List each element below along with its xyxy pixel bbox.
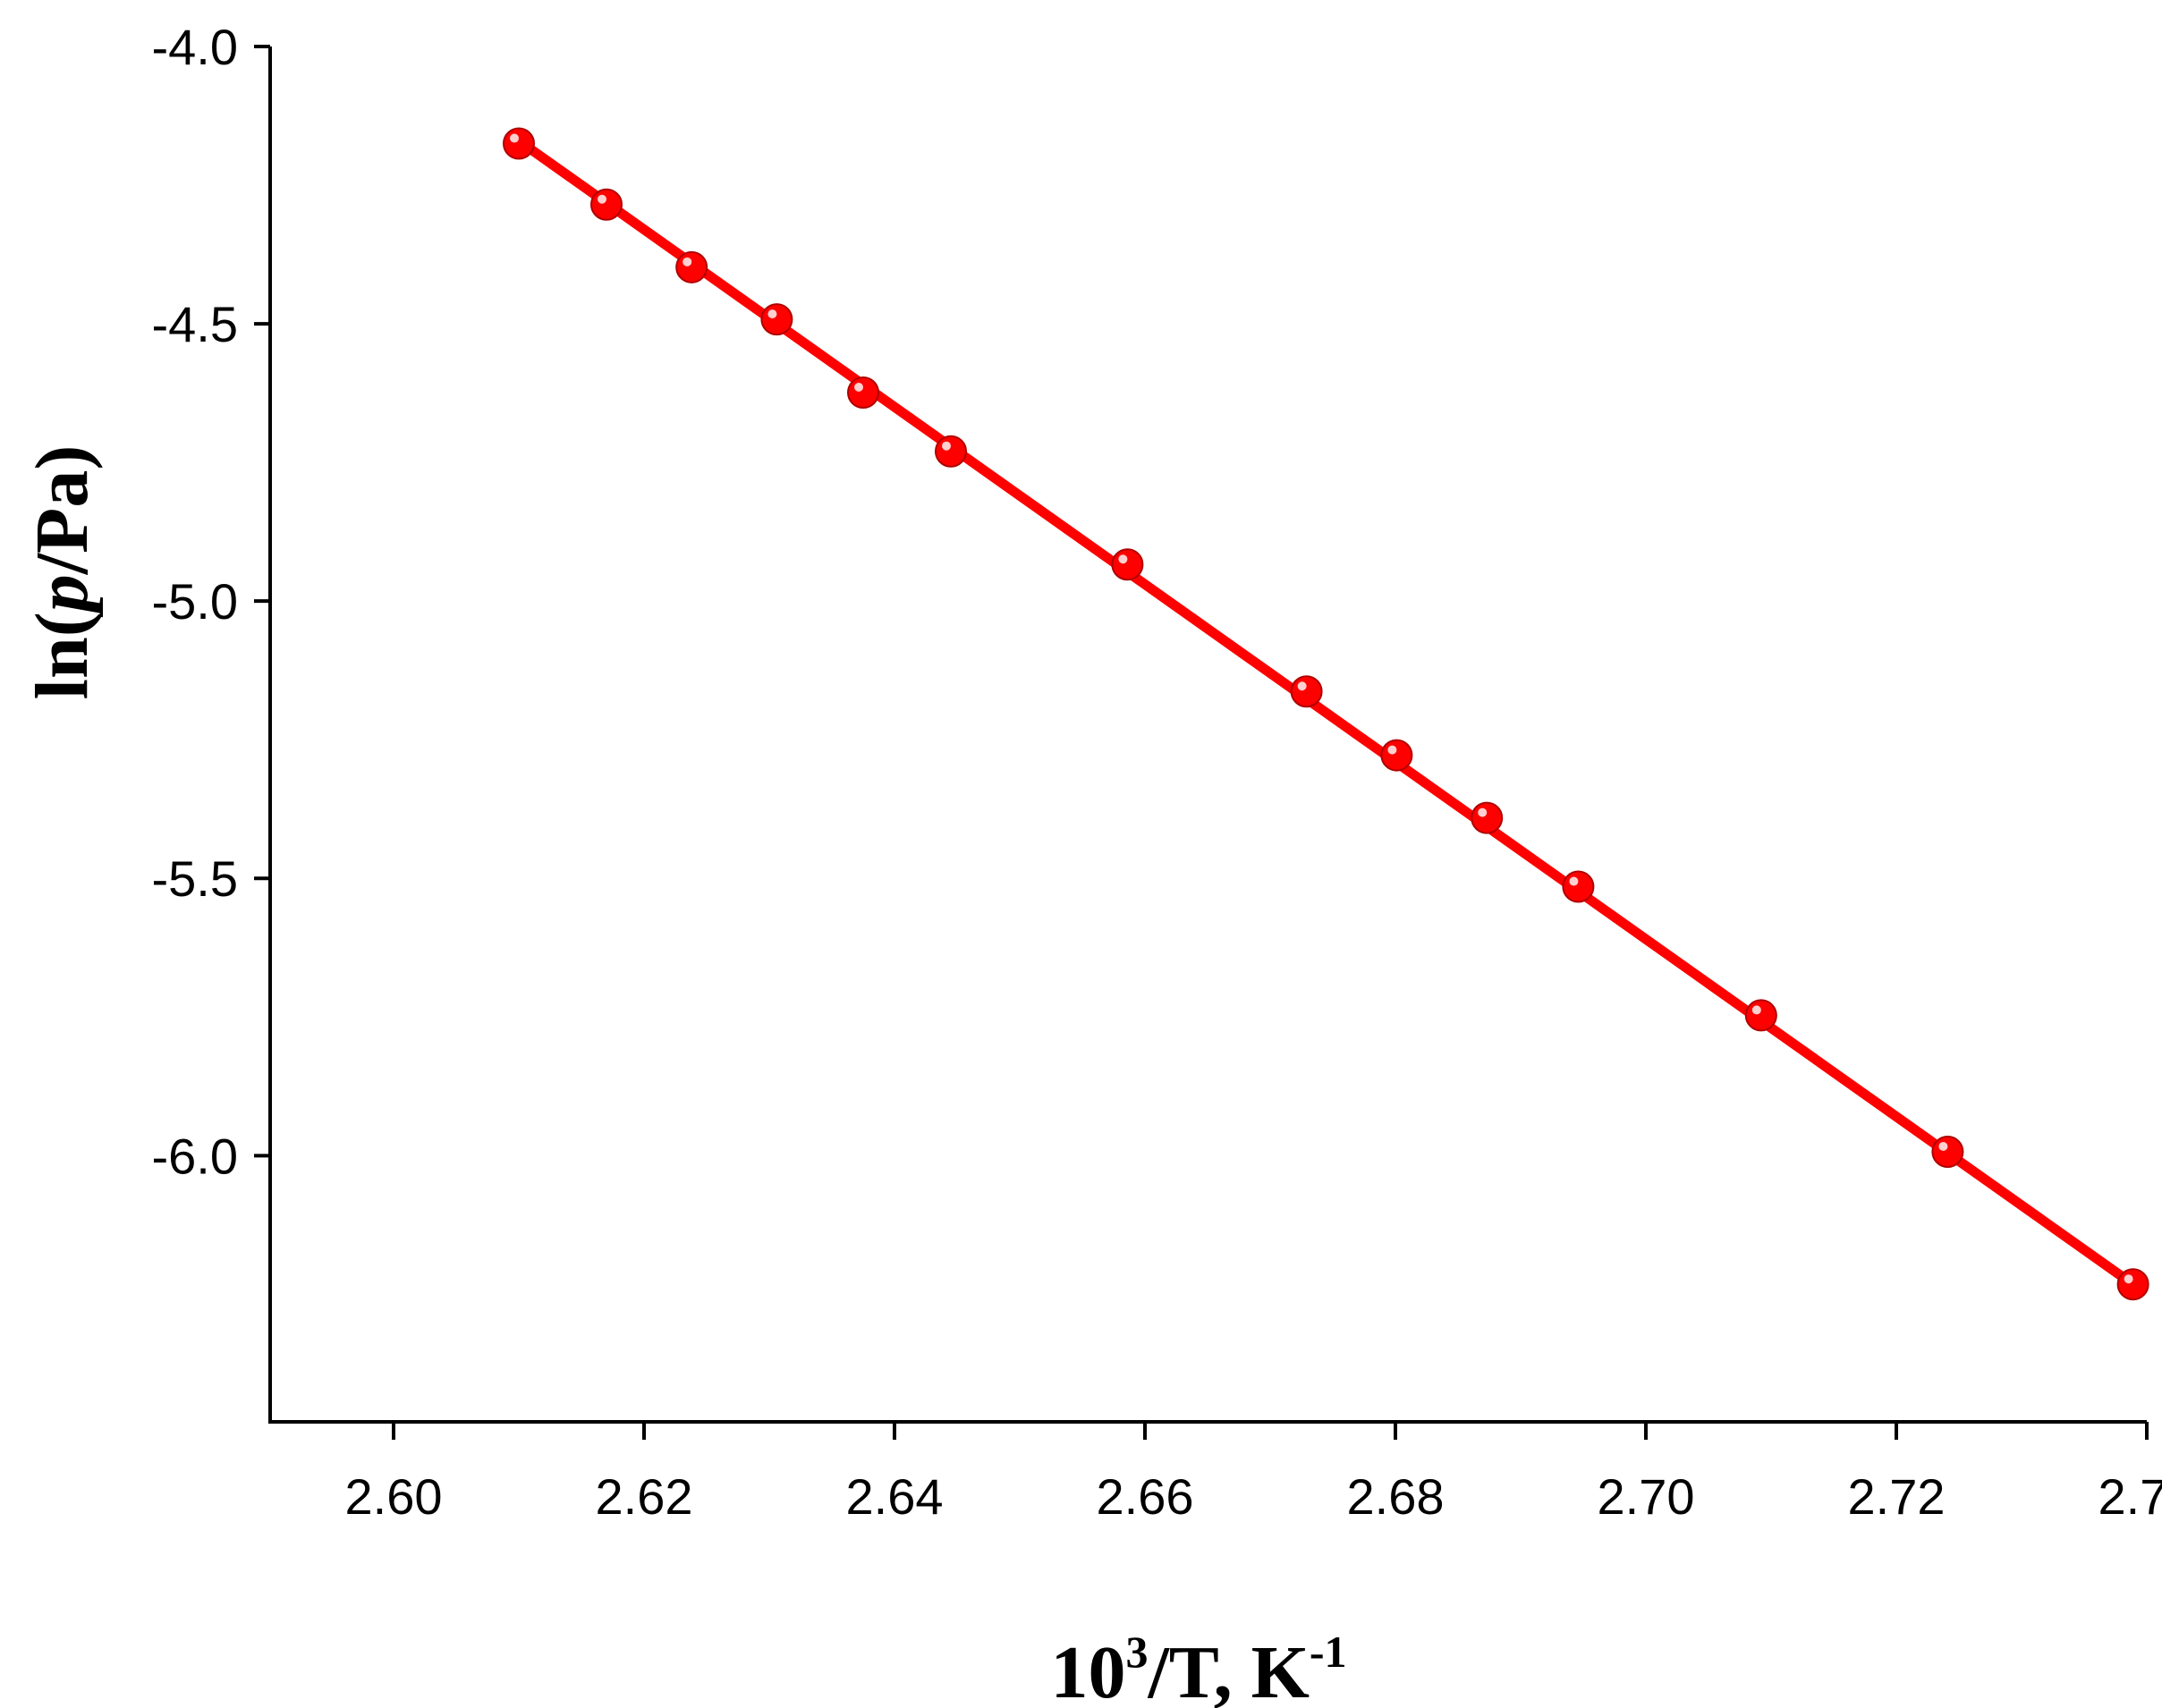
x-tick-label: 2.62 bbox=[596, 1468, 693, 1525]
x-tick-label: 2.60 bbox=[345, 1468, 443, 1525]
x-axis-title: 103/T, K-1 bbox=[1050, 1627, 1346, 1708]
x-tick-label: 2.66 bbox=[1097, 1468, 1194, 1525]
data-point bbox=[1380, 739, 1413, 772]
data-point-highlight bbox=[1751, 1005, 1761, 1015]
y-ticks: -4.0 -4.5 -5.0 -5.5 -6.0 bbox=[152, 19, 270, 1184]
data-point-highlight bbox=[767, 309, 777, 319]
data-point-highlight bbox=[1938, 1141, 1948, 1151]
y-tick-label: -5.5 bbox=[152, 850, 239, 907]
y-axis-title-post: /Pa) bbox=[21, 445, 104, 576]
x-tick-label: 2.72 bbox=[1848, 1468, 1946, 1525]
data-point bbox=[760, 303, 793, 336]
x-tick-label: 2.74 bbox=[2098, 1468, 2162, 1525]
data-point-highlight bbox=[1297, 681, 1307, 691]
data-point-highlight bbox=[683, 257, 692, 266]
data-point bbox=[675, 250, 708, 283]
data-point-highlight bbox=[942, 441, 951, 451]
data-point bbox=[1111, 548, 1144, 581]
x-ticks: 2.60 2.62 2.64 2.66 2.68 2.70 2.72 2.74 bbox=[345, 1422, 2162, 1525]
y-tick-label: -4.0 bbox=[152, 19, 239, 75]
x-tick-label: 2.68 bbox=[1347, 1468, 1445, 1525]
y-tick-label: -4.5 bbox=[152, 296, 239, 352]
data-point bbox=[503, 127, 535, 160]
fit-line bbox=[513, 135, 2139, 1289]
x-axis-title-rest: /T, K bbox=[1147, 1631, 1309, 1708]
data-point-highlight bbox=[1387, 745, 1397, 755]
fit-line-segment bbox=[513, 135, 2139, 1289]
data-point-highlight bbox=[854, 382, 863, 392]
data-point bbox=[590, 188, 623, 221]
x-axis-title-sup2: -1 bbox=[1310, 1627, 1347, 1677]
y-axis-title-italic: p bbox=[21, 574, 104, 617]
data-point-highlight bbox=[2124, 1274, 2133, 1284]
plot-area: -4.0-4.5-5.0-5.5-6.0 2.60 2.62 2.64 2.66 2.6… bbox=[152, 19, 2162, 1525]
data-point-highlight bbox=[1118, 554, 1128, 564]
data-point-highlight bbox=[510, 133, 519, 143]
data-point bbox=[1290, 675, 1323, 708]
y-tick-label: -5.0 bbox=[152, 573, 239, 630]
y-axis-title: ln(p/Pa) bbox=[21, 445, 104, 700]
x-tick-label: 2.70 bbox=[1598, 1468, 1695, 1525]
y-tick-label: -6.0 bbox=[152, 1128, 239, 1184]
data-point bbox=[847, 376, 879, 409]
data-point-highlight bbox=[1478, 807, 1488, 817]
data-point bbox=[1471, 801, 1504, 834]
data-point-highlight bbox=[598, 194, 606, 204]
x-axis-title-base: 10 bbox=[1050, 1631, 1125, 1708]
data-points bbox=[503, 127, 2149, 1301]
y-axis-title-pre: ln( bbox=[21, 612, 104, 699]
data-point-highlight bbox=[1569, 876, 1579, 886]
data-point bbox=[1931, 1135, 1964, 1168]
data-point bbox=[1562, 870, 1595, 903]
x-tick-label: 2.64 bbox=[846, 1468, 944, 1525]
x-axis-title-sup: 3 bbox=[1125, 1627, 1148, 1677]
data-point bbox=[935, 435, 967, 468]
data-point bbox=[1744, 999, 1777, 1032]
data-point bbox=[2116, 1268, 2149, 1301]
